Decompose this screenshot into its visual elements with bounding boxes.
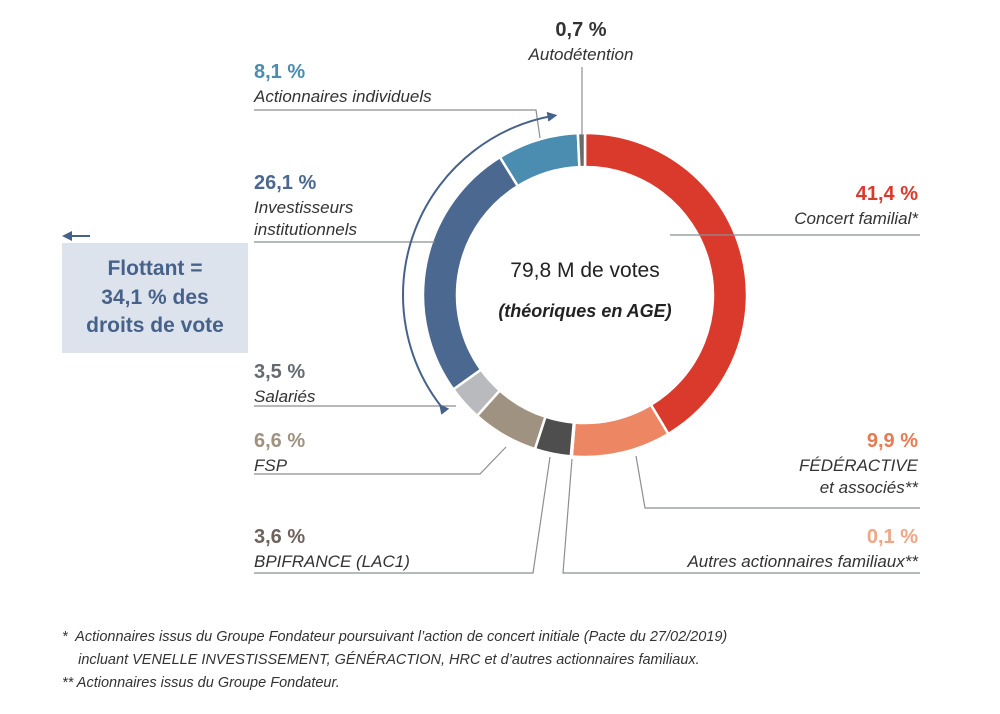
slice-labels: 41,4 % Concert familial* 9,9 % FÉDÉRACTIVE e… [253,19,919,571]
flottant-left-arrow [62,231,90,241]
slice-concert [583,131,749,436]
pct-label-concert: 41,4 % [856,183,918,205]
name-label-investisseurs: Investisseurs [254,198,354,217]
name-label-salaries: Salariés [254,387,316,406]
leader-bpifrance [254,456,551,574]
name-label-autres: Autres actionnaires familiaux** [686,552,919,571]
leader-federactive [635,455,920,509]
leader-autres [562,458,920,574]
name-label-investisseurs-line-2: institutionnels [254,220,358,239]
slice-federactive [570,403,671,459]
name-label-autodetention: Autodétention [528,45,634,64]
name-label-concert: Concert familial* [794,209,919,228]
pct-label-individuels: 8,1 % [254,61,305,83]
name-label-federactive-line-2: et associés** [820,478,920,497]
footnote-2: ** Actionnaires issus du Groupe Fondateu… [62,674,340,691]
center-subtitle: (théoriques en AGE) [498,301,671,321]
flottant-text: Flottant = 34,1 % des droits de vote [86,257,224,338]
flottant-box: Flottant = 34,1 % des droits de vote [62,243,248,353]
leader-individuels [254,109,541,139]
footnote-1-line-2: incluant VENELLE INVESTISSEMENT, GÉNÉRAC… [62,651,700,668]
slice-investisseurs [421,155,520,392]
name-label-bpifrance: BPIFRANCE (LAC1) [254,552,410,571]
slice-individuels [498,131,581,188]
center-title: 79,8 M de votes [510,259,659,282]
footnote-1-line-1: * Actionnaires issus du Groupe Fondateur… [62,629,728,645]
name-label-federactive: FÉDÉRACTIVE [799,456,919,475]
footnotes: * Actionnaires issus du Groupe Fondateur… [62,626,962,695]
pct-label-investisseurs: 26,1 % [254,172,316,194]
slice-autodetention [576,131,587,169]
flottant-bracket-arrow [402,111,558,415]
pct-label-bpifrance: 3,6 % [254,526,305,548]
name-label-fsp: FSP [254,456,288,475]
pct-label-autres: 0,1 % [867,526,918,548]
pct-label-federactive: 9,9 % [867,430,918,452]
name-label-individuels: Actionnaires individuels [253,87,432,106]
pct-label-fsp: 6,6 % [254,430,305,452]
pct-label-salaries: 3,5 % [254,361,305,383]
donut-slices [421,131,749,459]
pct-label-autodetention: 0,7 % [555,19,606,41]
leader-fsp [254,446,507,475]
